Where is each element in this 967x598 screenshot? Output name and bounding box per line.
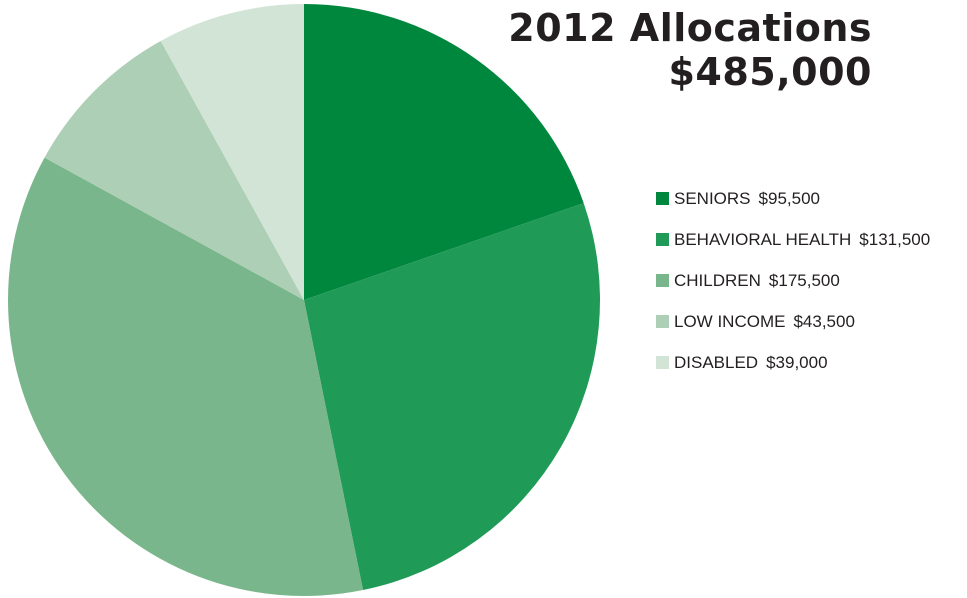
legend-item-behavioral-health: BEHAVIORAL HEALTH $131,500 [656, 219, 930, 260]
legend-label: DISABLED [674, 352, 759, 372]
legend-label: BEHAVIORAL HEALTH [674, 229, 852, 249]
pie-slice-seniors [304, 4, 584, 300]
legend-swatch [656, 192, 669, 205]
chart-total: $485,000 [668, 50, 872, 94]
pie-chart [7, 3, 600, 597]
legend-amount: $95,500 [758, 188, 820, 208]
legend-label: CHILDREN [674, 270, 761, 290]
legend-swatch [656, 356, 669, 369]
legend-label: LOW INCOME [674, 311, 786, 331]
legend-swatch [656, 233, 669, 246]
legend-item-disabled: DISABLED $39,000 [656, 342, 930, 383]
legend-amount: $175,500 [768, 270, 840, 290]
legend-amount: $43,500 [793, 311, 855, 331]
legend-swatch [656, 315, 669, 328]
legend-item-low-income: LOW INCOME $43,500 [656, 301, 930, 342]
pie-slice-children [7, 157, 364, 597]
chart-title-block: 2012 Allocations $485,000 [508, 6, 872, 94]
legend-item-seniors: SENIORS $95,500 [656, 178, 930, 219]
legend-amount: $131,500 [859, 229, 931, 249]
pie-slice-behavioral-health [304, 203, 600, 591]
legend-item-children: CHILDREN $175,500 [656, 260, 930, 301]
pie-slice-low-income [44, 40, 305, 300]
legend-amount: $39,000 [766, 352, 828, 372]
legend-label: SENIORS [674, 188, 751, 208]
legend-swatch [656, 274, 669, 287]
legend: SENIORS $95,500 BEHAVIORAL HEALTH $131,500 C… [656, 178, 930, 383]
chart-title: 2012 Allocations [508, 6, 872, 50]
pie-slice-disabled [160, 3, 304, 300]
